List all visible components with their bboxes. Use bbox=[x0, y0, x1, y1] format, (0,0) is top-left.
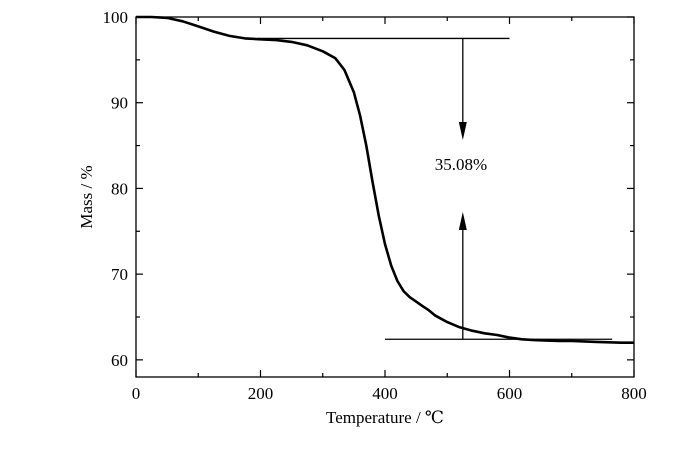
down-arrow-head bbox=[458, 122, 467, 140]
y-tick-label: 80 bbox=[111, 179, 128, 198]
x-tick-label: 600 bbox=[497, 384, 523, 403]
mass-curve bbox=[136, 15, 634, 344]
plot-frame bbox=[135, 16, 635, 378]
x-tick-label: 200 bbox=[248, 384, 274, 403]
x-axis-label: Temperature / ℃ bbox=[326, 408, 444, 427]
axis-ticks bbox=[135, 16, 635, 377]
x-tick-label: 400 bbox=[372, 384, 398, 403]
y-tick-label: 100 bbox=[103, 8, 129, 27]
mass-loss-annotation bbox=[257, 37, 613, 340]
x-tick-label: 800 bbox=[621, 384, 647, 403]
y-axis-label: Mass / % bbox=[77, 165, 96, 228]
up-arrow-head bbox=[458, 212, 467, 230]
x-tick-label: 0 bbox=[132, 384, 141, 403]
y-tick-label: 60 bbox=[111, 351, 128, 370]
tick-labels: 0 200 400 600 800 60 70 80 90 100 bbox=[103, 8, 647, 403]
y-tick-label: 90 bbox=[111, 94, 128, 113]
y-tick-label: 70 bbox=[111, 265, 128, 284]
mass-loss-label: 35.08% bbox=[435, 155, 487, 174]
